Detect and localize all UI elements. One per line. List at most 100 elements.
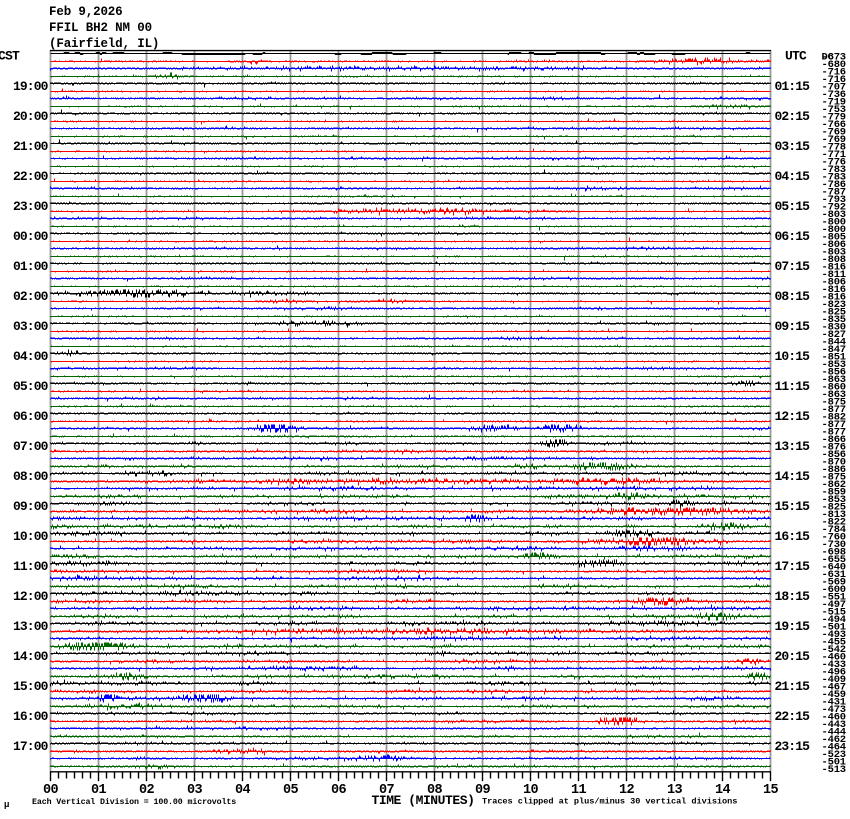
svg-text:-813: -813	[822, 509, 846, 521]
svg-text:-501: -501	[822, 756, 846, 768]
svg-text:15: 15	[763, 783, 779, 798]
svg-text:-523: -523	[822, 749, 846, 761]
svg-text:06:15: 06:15	[775, 229, 811, 244]
svg-text:-830: -830	[822, 321, 846, 333]
svg-text:23:15: 23:15	[775, 739, 811, 754]
svg-text:15:00: 15:00	[13, 679, 49, 694]
svg-text:09: 09	[475, 783, 491, 798]
svg-text:-771: -771	[822, 149, 846, 161]
svg-text:13:15: 13:15	[775, 439, 811, 454]
svg-text:00: 00	[43, 783, 59, 798]
svg-text:-792: -792	[822, 201, 846, 213]
svg-text:05:00: 05:00	[13, 379, 49, 394]
svg-text:Feb 9,2026: Feb 9,2026	[49, 5, 123, 19]
svg-text:-716: -716	[822, 66, 846, 78]
svg-text:μ: μ	[4, 800, 9, 810]
svg-text:20:15: 20:15	[775, 649, 811, 664]
svg-text:06: 06	[331, 783, 347, 798]
svg-text:-787: -787	[822, 186, 846, 198]
svg-text:-851: -851	[822, 351, 846, 363]
svg-text:08:15: 08:15	[775, 289, 811, 304]
svg-text:-800: -800	[822, 224, 846, 236]
svg-text:UTC: UTC	[785, 49, 807, 64]
svg-text:12:15: 12:15	[775, 409, 811, 424]
svg-text:18:15: 18:15	[775, 589, 811, 604]
svg-text:19:15: 19:15	[775, 619, 811, 634]
svg-text:-793: -793	[822, 194, 846, 206]
svg-text:-760: -760	[822, 531, 846, 543]
svg-text:22:15: 22:15	[775, 709, 811, 724]
svg-text:11:15: 11:15	[775, 379, 811, 394]
svg-text:-551: -551	[822, 591, 846, 603]
svg-text:20:00: 20:00	[13, 109, 49, 124]
svg-text:-631: -631	[822, 569, 846, 581]
svg-text:-569: -569	[822, 576, 846, 588]
svg-text:-825: -825	[822, 501, 846, 513]
svg-text:-856: -856	[822, 366, 846, 378]
svg-text:-600: -600	[822, 584, 846, 596]
svg-text:-806: -806	[822, 276, 846, 288]
svg-text:-736: -736	[822, 89, 846, 101]
svg-text:-460: -460	[822, 651, 846, 663]
svg-text:-515: -515	[822, 606, 846, 618]
svg-text:-433: -433	[822, 659, 846, 671]
svg-text:-698: -698	[822, 546, 846, 558]
svg-text:CST: CST	[0, 49, 20, 64]
svg-text:16:00: 16:00	[13, 709, 49, 724]
svg-text:12: 12	[619, 783, 635, 798]
svg-text:-493: -493	[822, 629, 846, 641]
svg-text:-494: -494	[822, 614, 846, 626]
svg-text:04: 04	[235, 783, 251, 798]
svg-text:-513: -513	[822, 764, 846, 776]
svg-text:Each Vertical Division = 100.: Each Vertical Division = 100.00 microvol…	[32, 797, 236, 807]
svg-text:-870: -870	[822, 456, 846, 468]
svg-text:-882: -882	[822, 411, 846, 423]
svg-text:-816: -816	[822, 291, 846, 303]
svg-text:-853: -853	[822, 494, 846, 506]
svg-text:-816: -816	[822, 284, 846, 296]
svg-text:-875: -875	[822, 396, 846, 408]
svg-text:-859: -859	[822, 486, 846, 498]
svg-text:-844: -844	[822, 336, 846, 348]
svg-text:-856: -856	[822, 449, 846, 461]
svg-text:23:00: 23:00	[13, 199, 49, 214]
svg-text:-769: -769	[822, 134, 846, 146]
svg-text:05: 05	[283, 783, 299, 798]
svg-text:17:00: 17:00	[13, 739, 49, 754]
svg-text:11: 11	[571, 783, 587, 798]
svg-text:-808: -808	[822, 254, 846, 266]
svg-text:13: 13	[667, 783, 683, 798]
svg-text:-786: -786	[822, 179, 846, 191]
svg-text:00:00: 00:00	[13, 229, 49, 244]
svg-text:-827: -827	[822, 329, 846, 341]
svg-text:13:00: 13:00	[13, 619, 49, 634]
svg-text:-455: -455	[822, 636, 846, 648]
svg-text:-803: -803	[822, 246, 846, 258]
svg-text:-473: -473	[822, 704, 846, 716]
svg-text:-716: -716	[822, 74, 846, 86]
svg-text:-860: -860	[822, 381, 846, 393]
svg-text:21:15: 21:15	[775, 679, 811, 694]
svg-text:-866: -866	[822, 434, 846, 446]
svg-text:17:15: 17:15	[775, 559, 811, 574]
svg-text:-719: -719	[822, 96, 846, 108]
svg-text:11:00: 11:00	[13, 559, 49, 574]
svg-text:09:00: 09:00	[13, 499, 49, 514]
svg-text:-464: -464	[822, 741, 846, 753]
svg-text:-811: -811	[822, 269, 846, 281]
svg-text:14:15: 14:15	[775, 469, 811, 484]
svg-text:-680: -680	[822, 59, 846, 71]
svg-text:10:15: 10:15	[775, 349, 811, 364]
svg-text:-823: -823	[822, 299, 846, 311]
svg-text:09:15: 09:15	[775, 319, 811, 334]
svg-text:21:00: 21:00	[13, 139, 49, 154]
svg-text:-862: -862	[822, 479, 846, 491]
svg-text:08:00: 08:00	[13, 469, 49, 484]
svg-text:-766: -766	[822, 119, 846, 131]
svg-text:-409: -409	[822, 674, 846, 686]
svg-text:-863: -863	[822, 389, 846, 401]
svg-text:-443: -443	[822, 719, 846, 731]
svg-text:15:15: 15:15	[775, 499, 811, 514]
svg-text:01: 01	[91, 783, 107, 798]
svg-text:01:15: 01:15	[775, 79, 811, 94]
